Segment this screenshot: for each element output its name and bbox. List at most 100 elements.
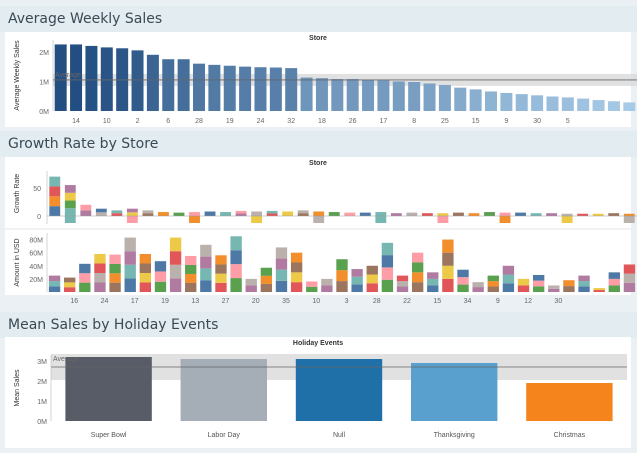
amount-bar-segment xyxy=(487,286,499,292)
growth-bar-segment xyxy=(266,210,278,214)
amount-bar-segment xyxy=(351,269,363,277)
amount-bar-segment xyxy=(169,237,182,252)
amount-bar-segment xyxy=(260,283,273,292)
growth-bar-segment xyxy=(375,212,387,216)
amount-bar-segment xyxy=(275,258,288,270)
amount-bar-segment xyxy=(230,278,242,292)
growth-bar-segment xyxy=(158,212,169,216)
growth-bar-segment xyxy=(266,213,278,216)
amount-x-tick-label: 20 xyxy=(252,298,260,305)
growth-bar-segment xyxy=(453,212,464,216)
bar xyxy=(65,357,152,421)
bar xyxy=(623,102,636,111)
y-tick-label: 1M xyxy=(39,79,49,86)
growth-bar-negative xyxy=(499,216,511,223)
amount-bar-segment xyxy=(351,284,363,292)
amount-bar-segment xyxy=(64,287,76,292)
amount-bar-segment xyxy=(411,252,424,263)
amount-bar-segment xyxy=(396,275,409,282)
amount-bar-segment xyxy=(79,282,91,292)
amount-bar-segment xyxy=(94,253,106,264)
amount-bar-segment xyxy=(608,285,620,292)
amount-bar-segment xyxy=(487,281,499,287)
growth-bar-segment xyxy=(530,213,542,216)
bar xyxy=(331,79,344,111)
x-tick-label: 30 xyxy=(533,118,541,125)
growth-bar-segment xyxy=(344,212,356,216)
amount-bar-segment xyxy=(442,265,454,279)
growth-bar-segment xyxy=(468,213,480,216)
chart4-title: Holiday Events xyxy=(292,340,344,347)
chart2-title: Store xyxy=(309,160,327,167)
amount-bar-segment xyxy=(548,288,560,292)
amount-bar-segment xyxy=(623,264,636,274)
amount-bar-segment xyxy=(290,252,303,263)
growth-bar-negative xyxy=(313,216,325,223)
bar xyxy=(546,96,559,111)
amount-x-tick-label: 3 xyxy=(345,298,349,305)
growth-bar-segment xyxy=(189,212,200,216)
amount-bar-segment xyxy=(548,285,560,289)
amount-bar-segment xyxy=(411,282,424,292)
growth-bar-segment xyxy=(142,213,154,216)
amount-bar-segment xyxy=(290,262,303,273)
bar xyxy=(469,89,482,111)
growth-bar-negative xyxy=(189,216,200,223)
x-tick-label: Null xyxy=(333,432,346,439)
y-axis-label: Mean Sales xyxy=(14,369,21,406)
bar xyxy=(180,359,267,421)
amount-x-tick-label: 12 xyxy=(524,298,532,305)
amount-bar-segment xyxy=(502,283,515,292)
amount-bar-segment xyxy=(109,254,121,264)
growth-bar-segment xyxy=(111,210,123,214)
y-tick-label: 1M xyxy=(37,399,47,406)
amount-bar-segment xyxy=(411,272,424,283)
amount-bar-segment xyxy=(427,278,439,286)
amount-bar-segment xyxy=(442,239,454,253)
section-title-holiday-events: Mean Sales by Holiday Events xyxy=(0,312,637,338)
bar xyxy=(223,65,236,111)
amount-bar-segment xyxy=(79,273,91,283)
bar xyxy=(295,359,383,421)
amount-bar-segment xyxy=(139,263,152,273)
x-tick-label: 18 xyxy=(318,118,326,125)
growth-bar-segment xyxy=(49,176,61,187)
amount-x-tick-label: 10 xyxy=(312,298,320,305)
growth-bar-segment xyxy=(499,212,511,216)
bar xyxy=(162,59,175,111)
y-tick-label: 0M xyxy=(39,109,49,116)
bar xyxy=(561,97,574,111)
bar xyxy=(146,54,159,111)
bar xyxy=(411,363,498,421)
bar xyxy=(177,59,190,111)
bar xyxy=(515,94,528,111)
x-tick-label: 17 xyxy=(380,118,388,125)
bar xyxy=(377,80,390,111)
growth-bar-segment xyxy=(359,212,371,216)
growth-rate-chart: 0 50 Growth Rate 20M 40M 60M 80M Amount in USD 1… xyxy=(5,171,637,305)
reference-label: Average xyxy=(53,356,79,363)
growth-bar-negative xyxy=(437,216,449,223)
growth-bar-negative xyxy=(126,216,138,223)
amount-bar-segment xyxy=(290,282,303,292)
amount-bar-segment xyxy=(623,282,636,292)
amount-bar-segment xyxy=(517,278,530,286)
amount-bar-segment xyxy=(260,275,273,284)
growth-bar-segment xyxy=(484,212,495,216)
growth-bar-segment xyxy=(64,200,76,209)
amount-bar-segment xyxy=(124,278,136,292)
y-axis-label: Average Weekly Sales xyxy=(14,40,21,111)
amount-bar-segment xyxy=(563,280,575,287)
amount-bar-segment xyxy=(48,286,61,292)
amount-bar-segment xyxy=(578,286,590,292)
amount-bar-segment xyxy=(366,283,378,292)
x-tick-label: Labor Day xyxy=(208,432,241,439)
growth-bar-segment xyxy=(64,185,76,193)
amount-bar-segment xyxy=(623,273,636,283)
amount-bar-segment xyxy=(336,259,348,271)
amount-bar-segment xyxy=(154,281,167,292)
bar xyxy=(315,78,328,111)
amount-bar-segment xyxy=(396,281,409,287)
amount-bar-segment xyxy=(578,281,590,287)
growth-bar-segment xyxy=(111,213,123,216)
